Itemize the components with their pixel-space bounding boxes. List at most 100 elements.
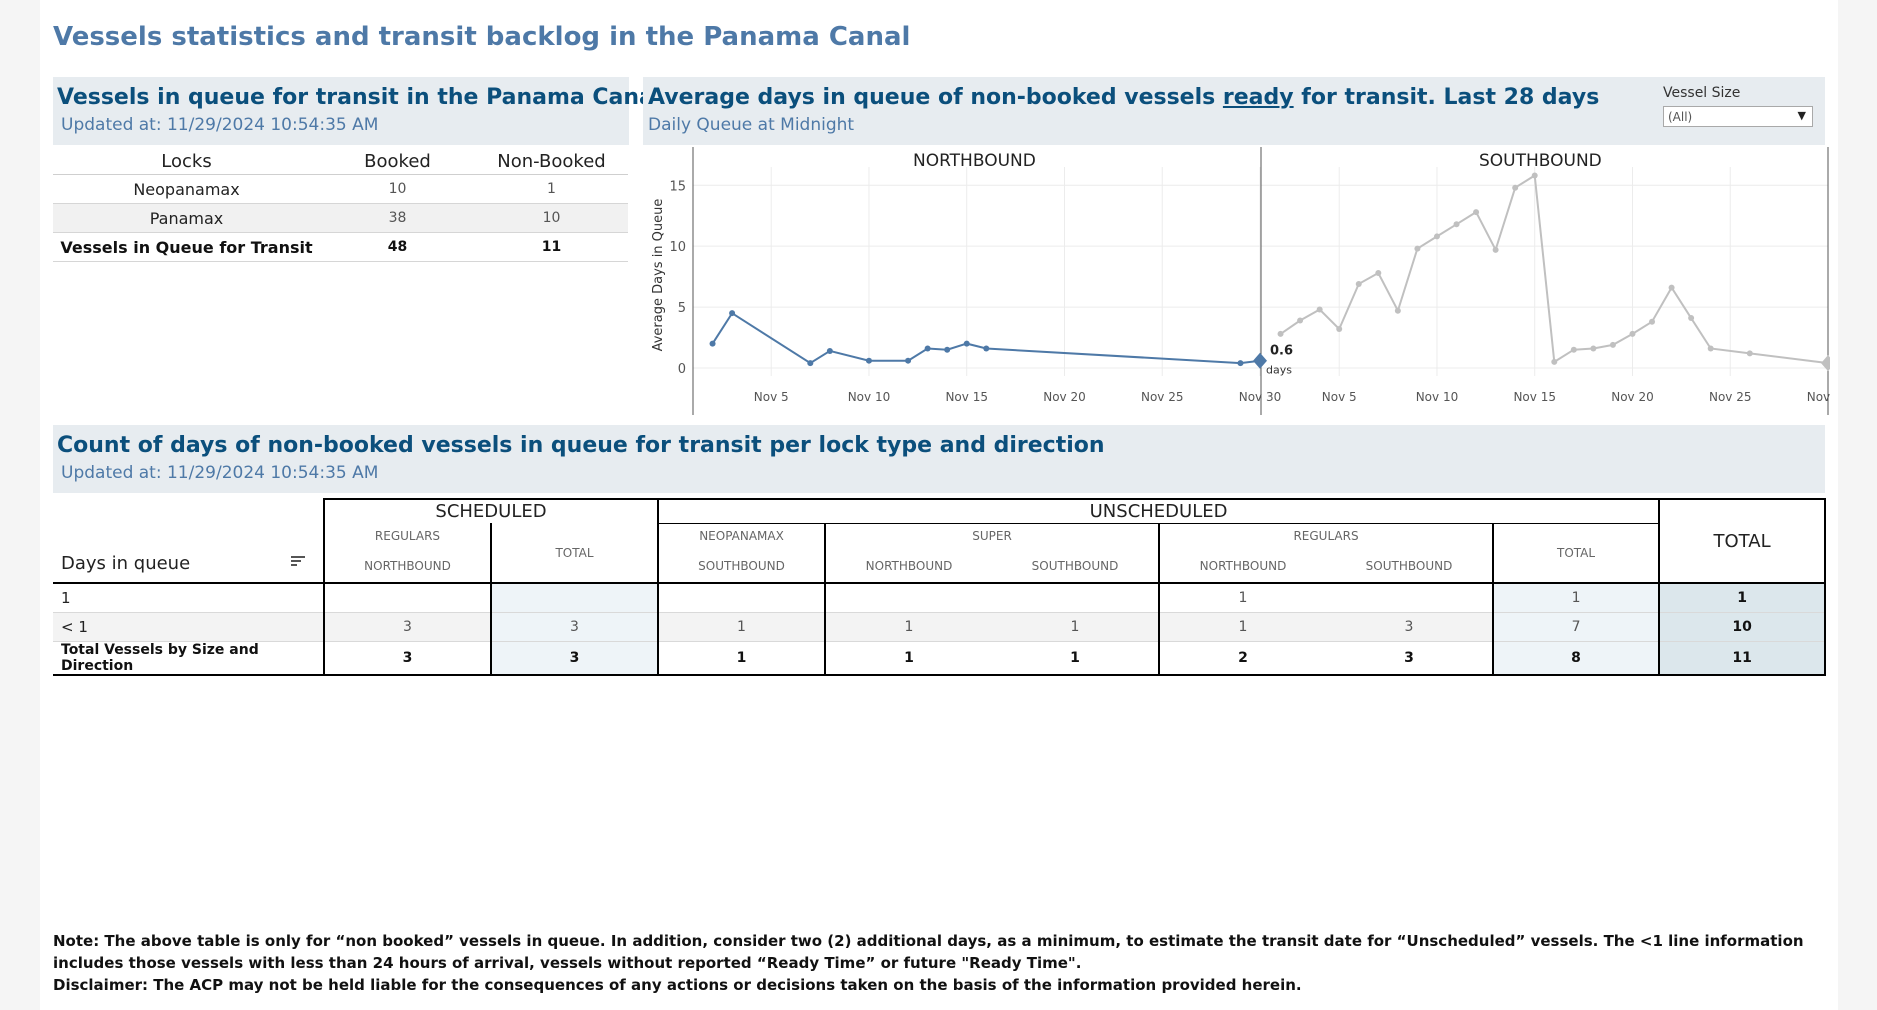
- x-tick-label: Nov 10: [1416, 390, 1459, 404]
- cell: [824, 582, 993, 613]
- avg-panel-title: Average days in queue of non-booked vess…: [648, 85, 1599, 110]
- cell: [323, 582, 491, 613]
- last-value-unit: days: [1266, 364, 1292, 377]
- x-tick-label: Nov 15: [945, 390, 988, 404]
- cell: 2: [1158, 641, 1327, 676]
- note-text: Note: The above table is only for “non b…: [53, 932, 1804, 972]
- cell: 1: [1158, 582, 1327, 613]
- data-point: [1551, 358, 1558, 365]
- sort-icon[interactable]: [291, 556, 305, 568]
- data-point: [709, 340, 716, 347]
- count-panel-updated: Updated at: 11/29/2024 10:54:35 AM: [61, 463, 379, 483]
- title-text-pre: Average days in queue of non-booked vess…: [648, 85, 1223, 110]
- x-tick-label: Nov 25: [1141, 390, 1184, 404]
- y-tick-label: 15: [669, 179, 686, 194]
- scheduled-total-header: TOTAL: [489, 523, 659, 583]
- data-point: [729, 310, 736, 317]
- column-header-booked[interactable]: Booked: [320, 148, 475, 175]
- table-total-row[interactable]: Total Vessels by Size and Direction 3 3 …: [53, 641, 1827, 676]
- data-point: [1237, 360, 1244, 367]
- neopanamax-header: NEOPANAMAX: [657, 522, 826, 549]
- row-label: < 1: [53, 612, 324, 642]
- cell: 3: [489, 612, 659, 642]
- data-point: [1433, 233, 1440, 240]
- last-point-marker: [1821, 355, 1830, 372]
- data-point: [1492, 246, 1499, 253]
- table-row[interactable]: Panamax 38 10: [53, 203, 628, 233]
- direction-header: NORTHBOUND: [824, 549, 993, 583]
- cell: 1: [657, 612, 826, 642]
- column-header-non-booked[interactable]: Non-Booked: [475, 148, 628, 175]
- disclaimer-text: Disclaimer: The ACP may not be held liab…: [53, 976, 1302, 994]
- count-panel-header: Count of days of non-booked vessels in q…: [53, 425, 1825, 493]
- vessel-size-value: (All): [1668, 110, 1693, 124]
- scheduled-header: SCHEDULED: [322, 498, 659, 523]
- cell: 1: [1658, 582, 1827, 613]
- table-total-row[interactable]: Vessels in Queue for Transit 48 11: [53, 232, 628, 262]
- column-header-locks[interactable]: Locks: [53, 148, 320, 175]
- super-header: SUPER: [824, 522, 1160, 549]
- cell: 10: [1658, 612, 1827, 642]
- y-axis-title: Average Days in Queue: [651, 199, 666, 352]
- vessel-size-dropdown[interactable]: (All) ▼: [1663, 106, 1813, 127]
- unscheduled-regulars-header: REGULARS: [1158, 522, 1494, 549]
- data-point: [1394, 307, 1401, 314]
- cell: 3: [1326, 641, 1494, 676]
- data-point: [1668, 284, 1675, 291]
- count-panel-title: Count of days of non-booked vessels in q…: [57, 433, 1105, 458]
- cell: 1: [657, 641, 826, 676]
- direction-header: NORTHBOUND: [323, 549, 491, 583]
- data-point: [963, 340, 970, 347]
- ready-link[interactable]: ready: [1222, 85, 1294, 110]
- data-point: [1277, 330, 1284, 337]
- data-point: [1746, 350, 1753, 357]
- data-point: [826, 347, 833, 354]
- x-tick-label: Nov 15: [1513, 390, 1556, 404]
- unscheduled-total-header: TOTAL: [1492, 522, 1660, 583]
- x-tick-label: Nov 20: [1043, 390, 1086, 404]
- non-booked-count: 1: [475, 174, 628, 204]
- last-point-marker: [1253, 352, 1267, 369]
- x-tick-label: Nov 5: [754, 390, 789, 404]
- southbound-panel-title: SOUTHBOUND: [1479, 151, 1602, 171]
- table-row[interactable]: < 1 3 3 1 1 1 1 3 7 10: [53, 612, 1827, 642]
- data-point: [1629, 330, 1636, 337]
- table-row[interactable]: Neopanamax 10 1: [53, 174, 628, 204]
- title-text-post: for transit. Last 28 days: [1293, 85, 1600, 110]
- data-point: [1590, 345, 1597, 352]
- queue-panel-header: Vessels in queue for transit in the Pana…: [53, 77, 661, 145]
- cell: [489, 582, 659, 613]
- cell: 7: [1492, 612, 1660, 642]
- non-booked-count: 10: [475, 203, 628, 233]
- row-label: 1: [53, 582, 324, 613]
- x-tick-label: Nov 20: [1611, 390, 1654, 404]
- data-point: [1707, 345, 1714, 352]
- cell: [657, 582, 826, 613]
- cell: [1326, 582, 1494, 613]
- booked-count: 10: [320, 174, 475, 204]
- cell: 3: [489, 641, 659, 676]
- data-point: [983, 345, 990, 352]
- data-point: [1609, 341, 1616, 348]
- booked-count: 48: [320, 232, 475, 262]
- cell: 1: [1158, 612, 1327, 642]
- cell: 3: [323, 641, 491, 676]
- data-point: [1570, 346, 1577, 353]
- notes: Note: The above table is only for “non b…: [53, 930, 1828, 996]
- direction-header: SOUTHBOUND: [1031, 558, 1119, 573]
- data-point: [807, 360, 814, 367]
- x-tick-label: Nov 5: [1322, 390, 1357, 404]
- cell: 3: [1326, 612, 1494, 642]
- data-point: [1649, 318, 1656, 325]
- x-tick-label: Nov 10: [848, 390, 891, 404]
- cell: 1: [992, 612, 1160, 642]
- unscheduled-header: UNSCHEDULED: [657, 498, 1660, 523]
- cell: [992, 582, 1160, 613]
- scheduled-regulars-header: REGULARS: [323, 523, 491, 549]
- non-booked-count: 11: [475, 232, 628, 262]
- table-row[interactable]: 1 1 1 1: [53, 582, 1827, 613]
- series-line-northbound: [711, 311, 1261, 365]
- last-value-label: 0.6: [1270, 344, 1293, 359]
- queue-table: Locks Booked Non-Booked Neopanamax 10 1 …: [53, 148, 628, 262]
- direction-header: SOUTHBOUND: [657, 549, 826, 583]
